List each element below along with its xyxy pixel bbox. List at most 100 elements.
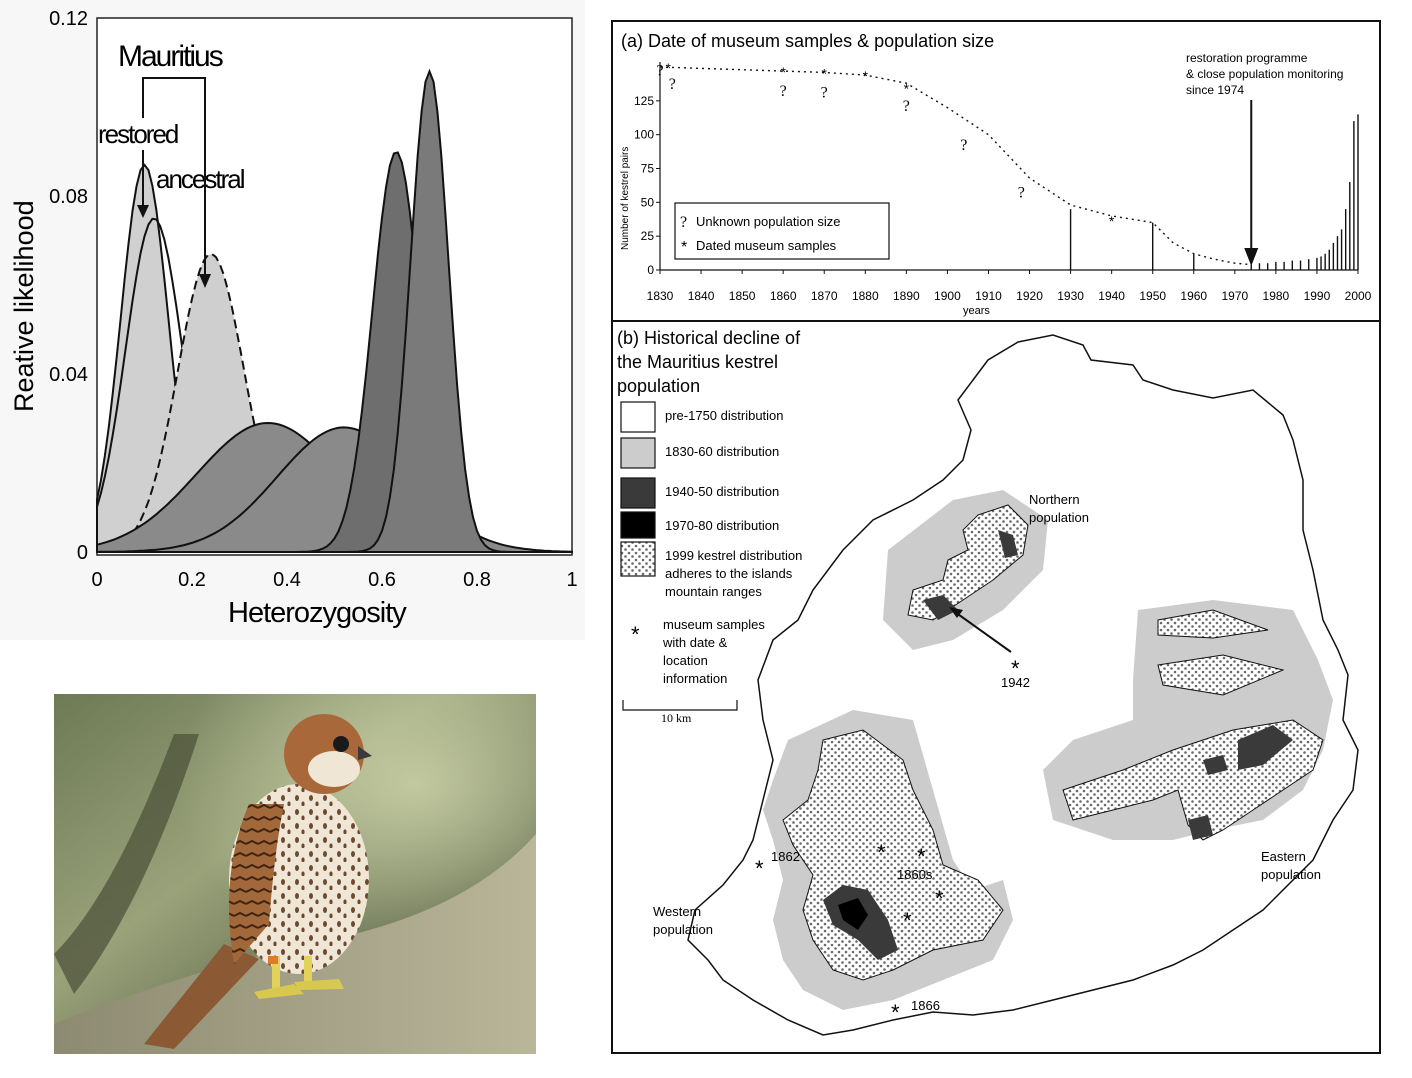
sample-1860s-asterisk-icon-2: * bbox=[917, 844, 926, 869]
panel-a-y-tick-label: 75 bbox=[641, 162, 655, 176]
museum-sample-marker: * bbox=[780, 64, 786, 80]
northern-label-2: population bbox=[1029, 510, 1089, 525]
eastern-1940-zone bbox=[1238, 725, 1293, 770]
sample-1862-asterisk-icon: * bbox=[755, 856, 764, 881]
museum-sample-marker: * bbox=[863, 68, 869, 84]
sample-1942-arrow bbox=[954, 611, 1012, 653]
left-x-tick-label: 0.6 bbox=[368, 569, 396, 591]
legend-swatch bbox=[620, 437, 656, 469]
panel-a-x-tick-label: 1930 bbox=[1057, 289, 1084, 303]
panel-a-x-tick-label: 1900 bbox=[934, 289, 961, 303]
mauritius-map: (b) Historical decline of the Mauritius … bbox=[617, 328, 1359, 1036]
ancestral-arrowhead bbox=[199, 274, 211, 288]
museum-sample-marker: * bbox=[822, 65, 828, 81]
left-y-tick-label: 0 bbox=[77, 542, 88, 564]
legend-question-icon: ? bbox=[680, 214, 687, 231]
legend-label: adheres to the islands bbox=[665, 566, 793, 581]
legend-museum-line-1: museum samples bbox=[663, 617, 765, 632]
likelihood-curves bbox=[96, 68, 573, 553]
panel-divider bbox=[613, 320, 1379, 322]
panel-a-x-tick-label: 1860 bbox=[770, 289, 797, 303]
sample-1860s-asterisk-icon-4: * bbox=[903, 908, 912, 933]
eastern-1940-zone-3 bbox=[1188, 815, 1213, 840]
panel-a-x-title: years bbox=[963, 305, 990, 317]
panel-a-y-tick-label: 125 bbox=[634, 94, 654, 108]
eastern-1940-zone-2 bbox=[1203, 755, 1228, 775]
restored-arrowhead bbox=[137, 205, 149, 218]
panel-a-y-tick-label: 50 bbox=[641, 195, 655, 209]
panel-a-x-tick-label: 1990 bbox=[1304, 289, 1331, 303]
annotation-line-1: restoration programme bbox=[1186, 51, 1308, 65]
mauritius-bracket bbox=[142, 77, 206, 118]
legend-museum-line-2: with date & bbox=[662, 635, 728, 650]
panel-a-x-tick-label: 1890 bbox=[893, 289, 920, 303]
western-1970-zone bbox=[838, 898, 868, 930]
left-x-tick-label: 0 bbox=[91, 569, 102, 591]
unknown-size-marker: ? bbox=[780, 83, 787, 100]
kestrel-figure-panel: (a) Date of museum samples & population … bbox=[611, 20, 1381, 1054]
kestrel-photo bbox=[54, 694, 536, 1054]
unknown-size-marker: ? bbox=[1018, 185, 1025, 202]
sample-1942-asterisk-icon: * bbox=[1011, 656, 1020, 681]
left-x-tick-label: 0.2 bbox=[178, 569, 206, 591]
panel-a-x-tick-label: 1870 bbox=[811, 289, 838, 303]
legend-museum-line-4: information bbox=[663, 671, 727, 686]
legend-unknown-label: Unknown population size bbox=[696, 214, 841, 229]
annotation-line-2: & close population monitoring bbox=[1186, 67, 1343, 81]
unknown-size-marker: ? bbox=[903, 98, 910, 115]
kestrel-tail bbox=[144, 944, 259, 1049]
eastern-ridge-1 bbox=[1157, 609, 1269, 639]
legend-swatch bbox=[620, 477, 656, 509]
distribution-curve-series-6 bbox=[97, 68, 572, 553]
museum-sample-marker: * bbox=[1109, 213, 1115, 229]
panel-a-x-tick-label: 1980 bbox=[1263, 289, 1290, 303]
panel-a-x-tick-label: 1850 bbox=[729, 289, 756, 303]
legend-swatch bbox=[620, 541, 656, 577]
unknown-size-marker: ? bbox=[656, 63, 663, 80]
left-x-tick-label: 0.8 bbox=[463, 569, 491, 591]
panel-b-title-line-2: the Mauritius kestrel bbox=[617, 352, 778, 372]
northern-1999-zone bbox=[907, 504, 1029, 621]
northern-1940-zone-2 bbox=[998, 530, 1018, 558]
panel-b-title-line-1: (b) Historical decline of bbox=[617, 328, 801, 348]
eastern-label-2: population bbox=[1261, 867, 1321, 882]
kestrel-wing bbox=[229, 804, 284, 964]
northern-label-1: Northern bbox=[1029, 492, 1080, 507]
legend-museum-line-3: location bbox=[663, 653, 708, 668]
left-x-tick-label: 0.4 bbox=[273, 569, 301, 591]
sample-1942-arrowhead bbox=[949, 607, 963, 618]
left-x-tick-label: 1 bbox=[566, 569, 577, 591]
left-y-tick-label: 0.12 bbox=[49, 8, 88, 30]
eastern-label-1: Eastern bbox=[1261, 849, 1306, 864]
legend-label: pre-1750 distribution bbox=[665, 408, 784, 423]
legend-asterisk-icon: * bbox=[681, 239, 687, 256]
scale-label: 10 km bbox=[661, 711, 692, 725]
ancestral-label: ancestral bbox=[156, 164, 245, 194]
legend-museum-asterisk-icon: * bbox=[631, 622, 640, 647]
population-chart: (a) Date of museum samples & population … bbox=[620, 31, 1372, 317]
panel-a-marks: * * * * * *??????? bbox=[656, 60, 1359, 270]
heterozygosity-chart: 0 0.2 0.4 0.6 0.8 1 0 0.04 0.08 0.12 Mauritius re… bbox=[0, 0, 585, 640]
panel-a-y-tick-label: 0 bbox=[647, 263, 654, 277]
panel-a-y-title: Number of kestrel pairs bbox=[620, 147, 631, 250]
left-y-axis-title: Reative likelihood bbox=[9, 200, 39, 412]
panel-a-y-tick-label: 100 bbox=[634, 128, 654, 142]
restored-label: restored bbox=[98, 119, 178, 149]
unknown-size-marker: ? bbox=[821, 84, 828, 101]
northern-1940-zone bbox=[923, 595, 958, 620]
sample-1860s-label: 1860s bbox=[897, 867, 933, 882]
panel-b-legend: pre-1750 distribution 1830-60 distributio… bbox=[620, 401, 802, 599]
panel-a-legend-box bbox=[674, 202, 890, 260]
legend-label: 1940-50 distribution bbox=[665, 484, 779, 499]
panel-a-y-tick-label: 25 bbox=[641, 229, 655, 243]
panel-a-x-tick-label: 1880 bbox=[852, 289, 879, 303]
panel-a-title: (a) Date of museum samples & population … bbox=[621, 31, 994, 51]
left-y-tick-label: 0.04 bbox=[49, 364, 88, 386]
sample-1860s-asterisk-icon-3: * bbox=[935, 886, 944, 911]
museum-sample-marker: * bbox=[665, 60, 671, 76]
panel-a-x-tick-label: 1960 bbox=[1180, 289, 1207, 303]
kestrel-eye bbox=[333, 736, 349, 752]
restoration-arrowhead bbox=[1244, 248, 1259, 266]
legend-label: 1830-60 distribution bbox=[665, 444, 779, 459]
museum-sample-marker: * bbox=[904, 80, 910, 96]
